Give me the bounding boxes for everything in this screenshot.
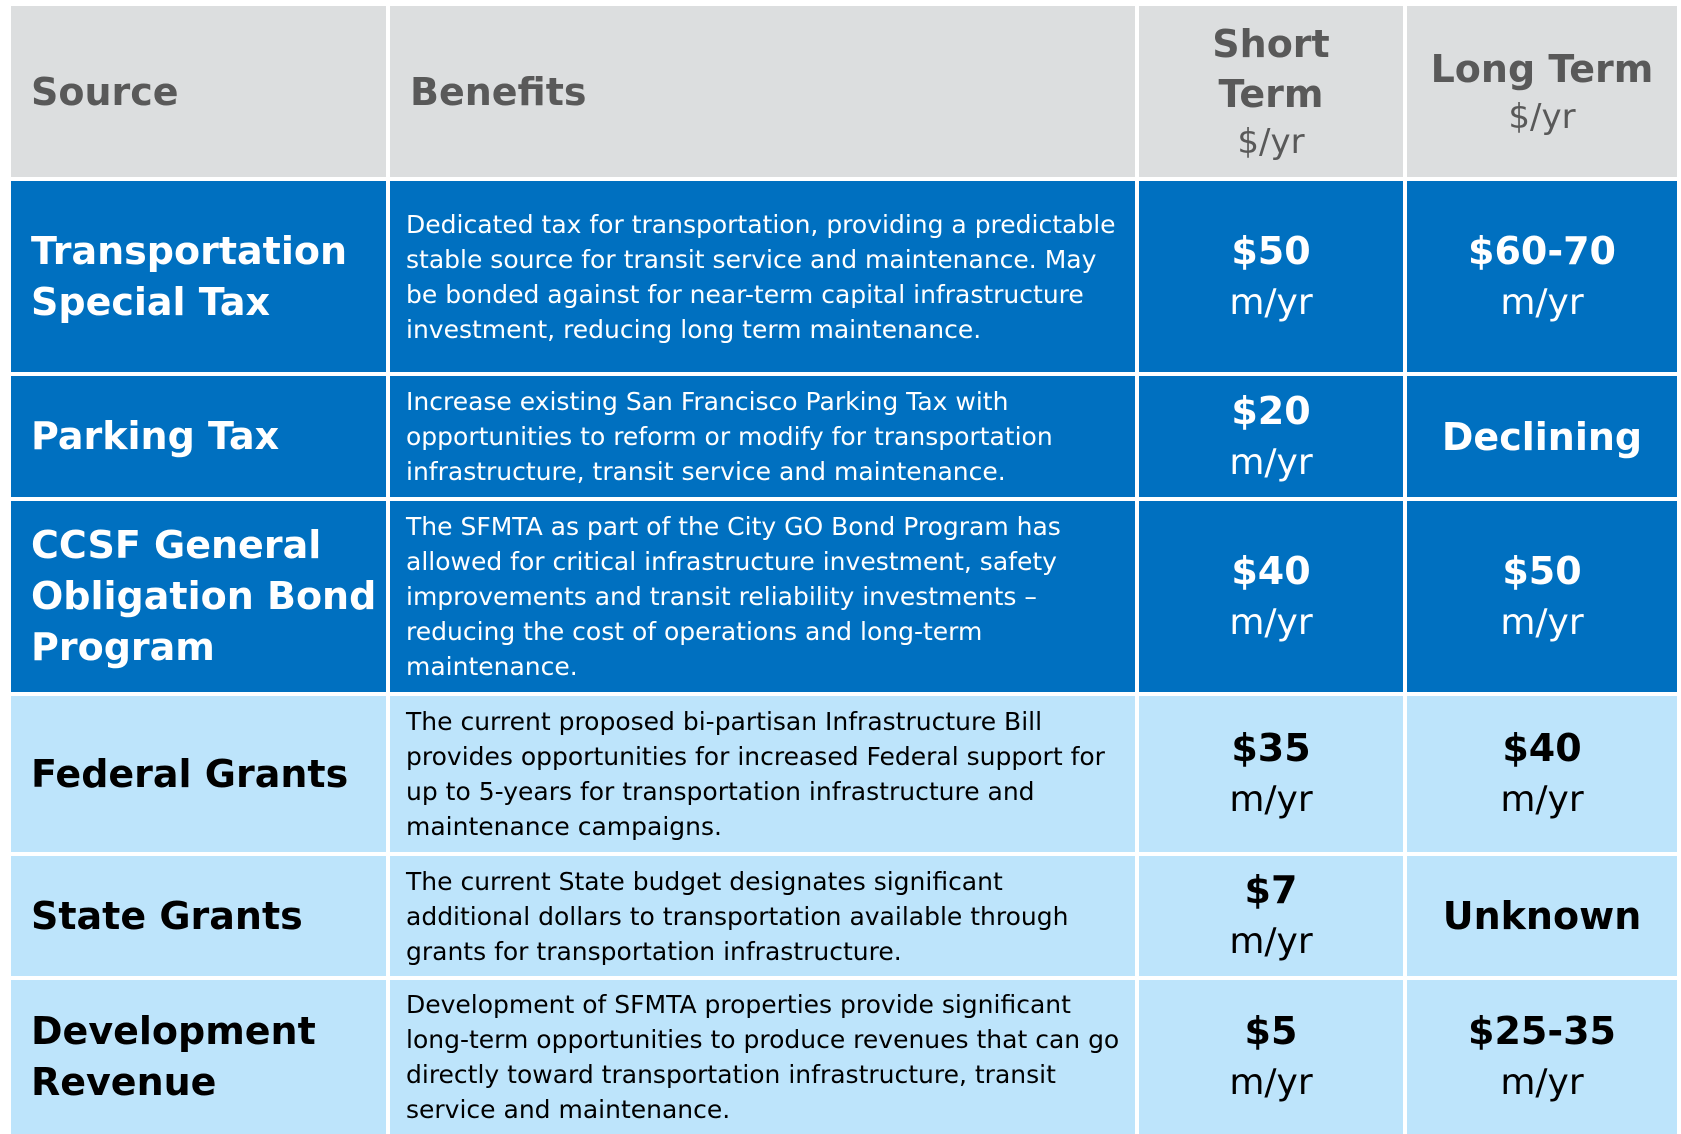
amount: $20 (1231, 388, 1311, 433)
benefits-cell: The SFMTA as part of the City GO Bond Pr… (390, 501, 1135, 692)
header-unit: $/yr (1508, 96, 1576, 137)
amount: $40 (1231, 548, 1311, 593)
long-term-cell: Unknown (1407, 856, 1677, 976)
header-title: Long Term (1430, 46, 1654, 91)
short-term-cell: $5 m/yr (1139, 980, 1403, 1134)
source-cell: CCSF General Obligation Bond Program (11, 501, 386, 692)
amount: $25-35 (1468, 1009, 1616, 1053)
source-cell: Federal Grants (11, 696, 386, 852)
unit: m/yr (1500, 779, 1584, 820)
header-long-term: Long Term $/yr (1407, 6, 1677, 177)
long-term-cell: $40 m/yr (1407, 696, 1677, 852)
source-cell: Transportation Special Tax (11, 181, 386, 372)
amount: $60-70 (1468, 228, 1616, 273)
short-term-cell: $40 m/yr (1139, 501, 1403, 692)
unit: m/yr (1229, 921, 1313, 962)
amount: Declining (1441, 414, 1643, 459)
short-term-cell: $20 m/yr (1139, 376, 1403, 497)
unit: m/yr (1229, 441, 1313, 483)
benefits-cell: Development of SFMTA properties provide … (390, 980, 1135, 1134)
unit: m/yr (1229, 281, 1313, 323)
unit: m/yr (1500, 281, 1584, 323)
header-benefits: Benefits (390, 6, 1135, 177)
benefits-cell: Increase existing San Francisco Parking … (390, 376, 1135, 497)
long-term-cell: Declining (1407, 376, 1677, 497)
unit: m/yr (1229, 601, 1313, 643)
unit: m/yr (1500, 601, 1584, 643)
amount: $5 (1244, 1009, 1298, 1053)
benefits-cell: The current State budget designates sign… (390, 856, 1135, 976)
unit: m/yr (1500, 1062, 1584, 1103)
header-unit: $/yr (1237, 121, 1305, 162)
unit: m/yr (1229, 1062, 1313, 1103)
amount: $40 (1502, 726, 1582, 770)
long-term-cell: $50 m/yr (1407, 501, 1677, 692)
long-term-cell: $60-70 m/yr (1407, 181, 1677, 372)
header-source: Source (11, 6, 386, 177)
source-cell: Development Revenue (11, 980, 386, 1134)
funding-table: Source Benefits Short Term $/yr Long Term $/y… (11, 6, 1677, 1134)
amount: $7 (1244, 868, 1298, 912)
header-title: Short Term (1212, 21, 1330, 116)
source-cell: Parking Tax (11, 376, 386, 497)
long-term-cell: $25-35 m/yr (1407, 980, 1677, 1134)
amount: $50 (1231, 228, 1311, 273)
header-short-term: Short Term $/yr (1139, 6, 1403, 177)
benefits-cell: Dedicated tax for transportation, provid… (390, 181, 1135, 372)
amount: $35 (1231, 726, 1311, 770)
benefits-cell: The current proposed bi-partisan Infrast… (390, 696, 1135, 852)
unit: m/yr (1229, 779, 1313, 820)
source-cell: State Grants (11, 856, 386, 976)
short-term-cell: $50 m/yr (1139, 181, 1403, 372)
amount: $50 (1502, 548, 1582, 593)
amount: Unknown (1442, 894, 1642, 938)
short-term-cell: $35 m/yr (1139, 696, 1403, 852)
short-term-cell: $7 m/yr (1139, 856, 1403, 976)
